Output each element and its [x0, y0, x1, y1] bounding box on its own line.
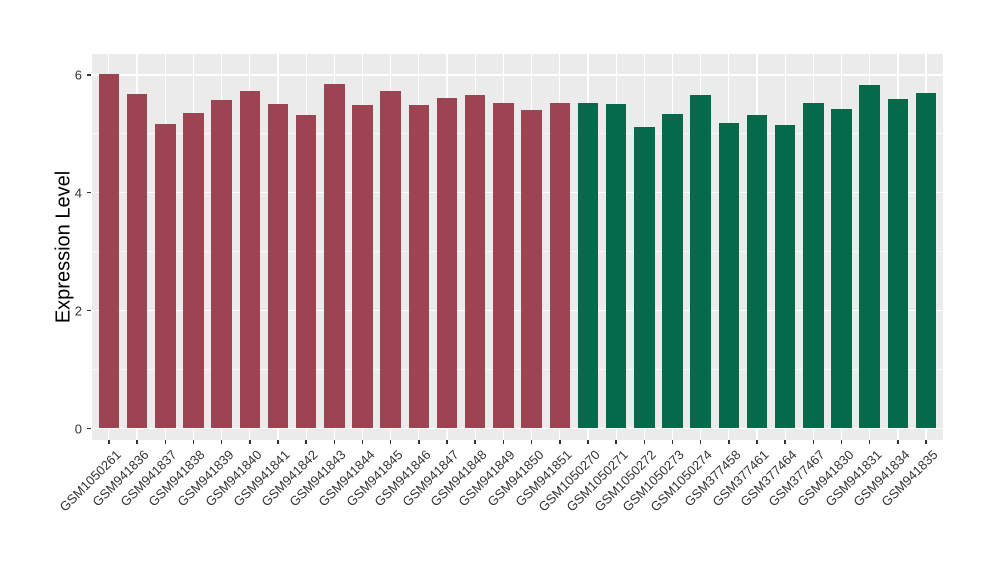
x-tick-mark — [418, 440, 420, 444]
bar — [126, 93, 148, 429]
bar — [211, 100, 232, 429]
x-tick-mark — [671, 440, 674, 444]
x-tick-mark — [840, 440, 843, 444]
bar — [239, 91, 261, 429]
bar — [408, 104, 430, 429]
gridline-minor — [92, 369, 943, 371]
gridline-major — [92, 309, 943, 312]
x-tick-mark — [699, 440, 702, 444]
y-tick-mark — [87, 427, 91, 430]
y-tick-mark — [87, 309, 91, 312]
bar — [155, 124, 176, 429]
y-tick-label: 2 — [74, 303, 82, 319]
bar — [605, 104, 627, 429]
x-tick-mark — [333, 440, 336, 444]
x-tick-mark — [136, 440, 138, 444]
x-tick-mark — [502, 440, 505, 444]
bar — [634, 126, 655, 429]
bar — [267, 103, 289, 429]
bar — [493, 103, 514, 429]
bar — [295, 115, 317, 429]
bar — [577, 102, 599, 429]
bar — [915, 93, 937, 429]
x-tick-mark — [784, 440, 786, 444]
x-tick-mark — [587, 440, 589, 444]
x-tick-mark — [389, 440, 392, 444]
x-tick-mark — [192, 440, 195, 444]
bar — [98, 74, 120, 429]
x-tick-mark — [615, 440, 617, 444]
y-tick-mark — [87, 191, 91, 194]
x-tick-mark — [756, 440, 758, 444]
bar — [746, 114, 768, 429]
x-tick-mark — [277, 440, 279, 444]
x-tick-mark — [530, 440, 533, 444]
bar — [859, 84, 880, 429]
gridline-minor — [92, 133, 943, 135]
x-tick-mark — [164, 440, 166, 444]
bar — [718, 123, 740, 429]
bar — [521, 109, 542, 429]
bar — [380, 91, 401, 429]
gridline-major — [92, 427, 943, 430]
y-tick-label: 6 — [74, 67, 82, 83]
x-tick-mark — [305, 440, 307, 444]
bar — [183, 113, 204, 429]
x-tick-mark — [446, 440, 448, 444]
x-tick-mark — [643, 440, 646, 444]
gridline-major — [92, 191, 943, 194]
bar — [803, 103, 824, 429]
bar — [352, 104, 373, 429]
x-tick-mark — [812, 440, 815, 444]
x-tick-mark — [474, 440, 476, 444]
y-tick-label: 0 — [74, 421, 82, 436]
bar — [774, 125, 796, 429]
x-tick-mark — [897, 440, 899, 444]
bar — [662, 113, 683, 429]
bar — [324, 84, 345, 429]
x-tick-mark — [728, 440, 730, 444]
bar — [887, 98, 909, 429]
bar — [690, 95, 711, 429]
y-tick-mark — [87, 74, 91, 76]
x-tick-mark — [925, 440, 927, 444]
x-tick-mark — [559, 440, 561, 444]
x-tick-mark — [249, 440, 251, 444]
bar — [831, 108, 852, 429]
plot-panel — [92, 54, 943, 440]
x-tick-mark — [361, 440, 364, 444]
gridline-minor — [92, 251, 943, 253]
y-tick-label: 4 — [74, 185, 82, 201]
bar — [549, 102, 571, 429]
x-tick-mark — [868, 440, 871, 444]
x-tick-mark — [220, 440, 223, 444]
gridline-major — [92, 74, 943, 76]
x-tick-mark — [108, 440, 110, 444]
bar — [436, 98, 458, 429]
bar — [464, 94, 486, 429]
